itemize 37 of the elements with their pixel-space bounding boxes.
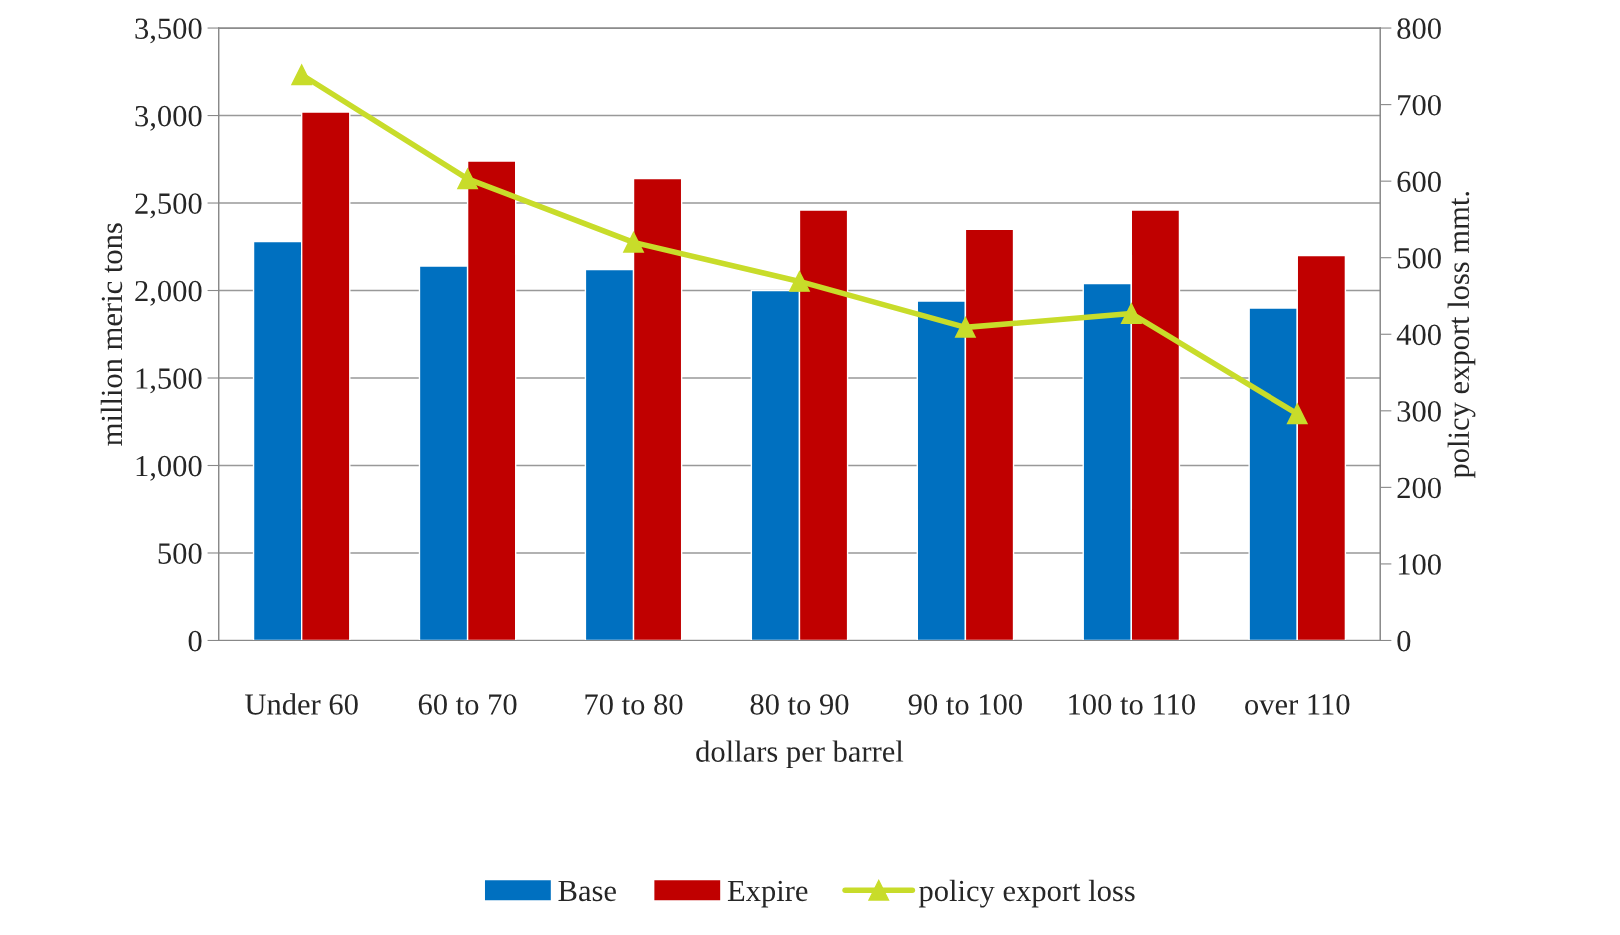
x-tick-label: 70 to 80 bbox=[585, 694, 683, 715]
point bbox=[789, 271, 810, 292]
legend-label: Expire bbox=[727, 880, 808, 908]
point bbox=[1286, 403, 1308, 425]
y2-tick-label: 400 bbox=[1396, 324, 1441, 346]
point bbox=[1120, 303, 1142, 325]
y-tick-label: 2,500 bbox=[135, 193, 202, 219]
point bbox=[954, 316, 976, 338]
x-tick-label: 100 to 110 bbox=[1069, 694, 1195, 715]
y2-tick-label: 100 bbox=[1398, 554, 1441, 575]
y-tick-label: 2,000 bbox=[135, 280, 202, 306]
legend-label: Base bbox=[558, 880, 616, 902]
y-axis-title: million meric tons bbox=[100, 223, 123, 446]
y-tick-label: 500 bbox=[158, 543, 202, 564]
y-tick-label: 0 bbox=[188, 630, 202, 652]
x-tick-label: 80 to 90 bbox=[750, 694, 849, 715]
x-tick-label: 90 to 100 bbox=[908, 694, 1022, 715]
y2-axis-title: policy export loss mmt. bbox=[1447, 192, 1476, 479]
y2-tick-label: 600 bbox=[1397, 171, 1441, 193]
y-tick-label: 3,500 bbox=[135, 18, 202, 44]
y2-tick-label: 700 bbox=[1398, 94, 1441, 116]
y-tick-label: 3,000 bbox=[135, 105, 202, 131]
x-tick-label: Under 60 bbox=[245, 693, 358, 715]
y-tick-label: 1,500 bbox=[136, 368, 202, 394]
y2-tick-label: 0 bbox=[1397, 630, 1411, 652]
legend-label: policy export loss bbox=[918, 879, 1135, 908]
y2-tick-label: 200 bbox=[1397, 477, 1441, 499]
x-axis-title: dollars per barrel bbox=[696, 740, 904, 769]
y2-tick-label: 300 bbox=[1397, 401, 1441, 422]
y2-tick-label: 500 bbox=[1397, 247, 1441, 269]
y2-tick-label: 800 bbox=[1397, 18, 1441, 39]
point bbox=[623, 231, 644, 253]
x-tick-label: 60 to 70 bbox=[418, 694, 517, 715]
point bbox=[291, 64, 313, 86]
point bbox=[457, 168, 479, 190]
x-tick-label: over 110 bbox=[1245, 694, 1350, 715]
y-tick-label: 1,000 bbox=[136, 455, 202, 481]
